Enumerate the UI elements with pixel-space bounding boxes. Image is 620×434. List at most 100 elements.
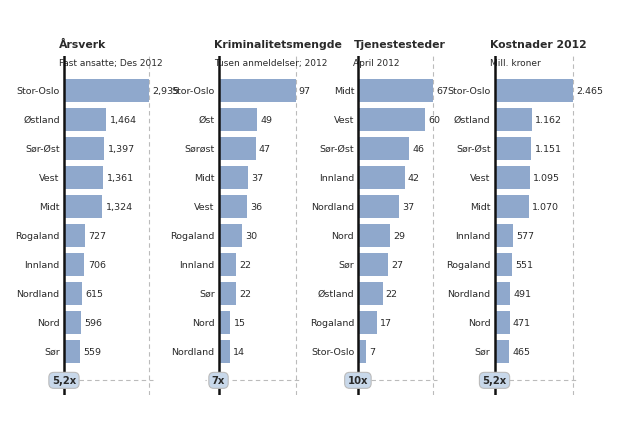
Text: Nord: Nord (332, 231, 354, 240)
Text: 97: 97 (299, 87, 311, 95)
Text: 36: 36 (250, 202, 262, 211)
Bar (64, 80, 149, 102)
Bar (358, 196, 399, 218)
Text: 615: 615 (85, 289, 103, 298)
Text: 14: 14 (232, 347, 245, 356)
Text: Vest: Vest (194, 202, 215, 211)
Text: 1.095: 1.095 (533, 174, 560, 182)
Bar (495, 109, 532, 132)
Text: April 2012: April 2012 (353, 59, 400, 68)
Bar (495, 224, 513, 247)
Text: 60: 60 (428, 115, 440, 125)
Text: Øst: Øst (198, 115, 215, 125)
Text: Midt: Midt (470, 202, 490, 211)
Text: 5,2x: 5,2x (482, 375, 507, 385)
Text: 37: 37 (402, 202, 415, 211)
Text: 49: 49 (260, 115, 273, 125)
Text: 551: 551 (515, 260, 533, 269)
Bar (495, 283, 510, 305)
Text: 42: 42 (408, 174, 420, 182)
Text: Mill. kroner: Mill. kroner (490, 59, 541, 68)
Bar (64, 167, 104, 189)
Bar (495, 196, 529, 218)
Text: Sør: Sør (475, 347, 490, 356)
Text: Østland: Østland (317, 289, 354, 298)
Text: 15: 15 (234, 318, 246, 327)
Text: Midt: Midt (334, 87, 354, 95)
Text: 7x: 7x (212, 375, 225, 385)
Bar (218, 311, 231, 334)
Bar (64, 283, 82, 305)
Text: 22: 22 (239, 260, 251, 269)
Text: Kostnader 2012: Kostnader 2012 (490, 39, 587, 49)
Text: Tusen anmeldelser; 2012: Tusen anmeldelser; 2012 (214, 59, 327, 68)
Bar (64, 311, 81, 334)
Text: 465: 465 (513, 347, 531, 356)
Bar (218, 109, 257, 132)
Text: Nord: Nord (192, 318, 215, 327)
Bar (64, 253, 84, 276)
Text: 47: 47 (259, 145, 271, 154)
Bar (218, 167, 248, 189)
Text: Stor-Oslo: Stor-Oslo (17, 87, 60, 95)
Bar (64, 224, 85, 247)
Text: Tjenestesteder: Tjenestesteder (353, 39, 445, 49)
Text: Rogaland: Rogaland (16, 231, 60, 240)
Text: 37: 37 (251, 174, 263, 182)
Text: 577: 577 (516, 231, 534, 240)
Bar (358, 340, 366, 363)
Text: 67: 67 (436, 87, 448, 95)
Bar (358, 138, 409, 160)
Bar (358, 167, 405, 189)
Bar (218, 80, 296, 102)
Text: 17: 17 (380, 318, 392, 327)
Text: Midt: Midt (39, 202, 60, 211)
Text: 2,935: 2,935 (152, 87, 179, 95)
Bar (358, 253, 388, 276)
Text: 727: 727 (89, 231, 107, 240)
Text: 1,464: 1,464 (110, 115, 136, 125)
Text: 10x: 10x (348, 375, 368, 385)
Text: 491: 491 (513, 289, 531, 298)
Bar (495, 138, 531, 160)
Bar (64, 340, 80, 363)
Text: Innland: Innland (319, 174, 354, 182)
Text: Stor-Oslo: Stor-Oslo (448, 87, 490, 95)
Text: 22: 22 (386, 289, 397, 298)
Text: Nordland: Nordland (448, 289, 490, 298)
Text: 22: 22 (239, 289, 251, 298)
Text: Rogaland: Rogaland (170, 231, 215, 240)
Text: 1,324: 1,324 (105, 202, 133, 211)
Text: 7: 7 (369, 347, 374, 356)
Text: Innland: Innland (179, 260, 215, 269)
Text: 706: 706 (88, 260, 106, 269)
Text: Sør: Sør (339, 260, 354, 269)
Text: 559: 559 (84, 347, 102, 356)
Text: Nord: Nord (468, 318, 490, 327)
Bar (358, 80, 433, 102)
Bar (64, 196, 102, 218)
Text: Årsverk: Årsverk (59, 39, 106, 49)
Bar (495, 253, 512, 276)
Bar (495, 340, 510, 363)
Text: 30: 30 (246, 231, 257, 240)
Text: 596: 596 (84, 318, 102, 327)
Text: Sør-Øst: Sør-Øst (25, 145, 60, 154)
Text: Nord: Nord (37, 318, 60, 327)
Bar (218, 196, 247, 218)
Bar (218, 340, 229, 363)
Text: 5,2x: 5,2x (52, 375, 76, 385)
Text: Rogaland: Rogaland (446, 260, 490, 269)
Bar (495, 80, 574, 102)
Text: Sørøst: Sørøst (184, 145, 215, 154)
Text: Østland: Østland (23, 115, 60, 125)
Bar (358, 311, 377, 334)
Bar (218, 283, 236, 305)
Text: Nordland: Nordland (172, 347, 215, 356)
Text: 1.070: 1.070 (532, 202, 559, 211)
Text: Vest: Vest (40, 174, 60, 182)
Text: 1.162: 1.162 (535, 115, 562, 125)
Text: 27: 27 (391, 260, 403, 269)
Text: Stor-Oslo: Stor-Oslo (311, 347, 354, 356)
Text: Stor-Oslo: Stor-Oslo (171, 87, 215, 95)
